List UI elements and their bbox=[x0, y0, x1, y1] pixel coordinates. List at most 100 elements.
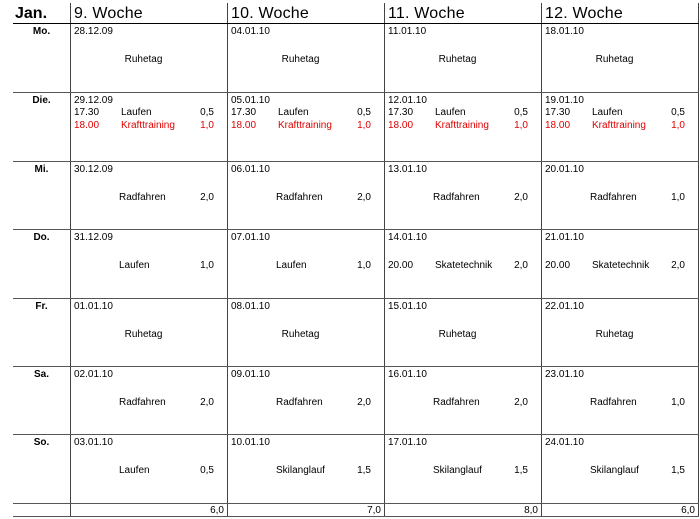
week-header: 10. Woche bbox=[231, 5, 309, 22]
training-entry: Skilanglauf 1,5 bbox=[542, 464, 698, 477]
entry-time: 17.30 bbox=[231, 107, 257, 118]
training-entry: Ruhetag bbox=[385, 328, 541, 341]
training-entry: Ruhetag bbox=[228, 53, 384, 66]
entry-duration: 1,0 bbox=[200, 120, 214, 131]
cell-date: 10.01.10 bbox=[231, 437, 270, 448]
entry-time: 18.00 bbox=[231, 120, 257, 131]
cell-date: 13.01.10 bbox=[388, 164, 427, 175]
day-cell[interactable]: 28.12.09 Ruhetag bbox=[71, 25, 227, 93]
entry-duration: 1,0 bbox=[671, 192, 685, 203]
entry-duration: 0,5 bbox=[671, 107, 685, 118]
entry-time: 17.30 bbox=[388, 107, 414, 118]
day-cell[interactable]: 10.01.10 Skilanglauf 1,5 bbox=[228, 436, 384, 504]
day-cell[interactable]: 09.01.10 Radfahren 2,0 bbox=[228, 368, 384, 436]
cell-date: 28.12.09 bbox=[74, 26, 113, 37]
cell-date: 17.01.10 bbox=[388, 437, 427, 448]
training-entry: 17.30 Laufen 0,5 bbox=[542, 106, 698, 119]
day-cell[interactable]: 22.01.10 Ruhetag bbox=[542, 300, 698, 368]
entry-activity: Radfahren bbox=[590, 397, 637, 408]
training-entry: Radfahren 2,0 bbox=[385, 396, 541, 409]
day-cell[interactable]: 07.01.10 Laufen 1,0 bbox=[228, 231, 384, 299]
grid-line bbox=[13, 23, 699, 24]
entry-activity: Ruhetag bbox=[281, 54, 320, 65]
entry-time: 20.00 bbox=[545, 260, 571, 271]
entry-activity: Krafttraining bbox=[435, 120, 489, 131]
day-cell[interactable]: 24.01.10 Skilanglauf 1,5 bbox=[542, 436, 698, 504]
cell-date: 14.01.10 bbox=[388, 232, 427, 243]
entry-duration: 2,0 bbox=[514, 260, 528, 271]
day-cell[interactable]: 17.01.10 Skilanglauf 1,5 bbox=[385, 436, 541, 504]
entry-activity: Skatetechnik bbox=[592, 260, 650, 271]
training-entry: Radfahren 2,0 bbox=[71, 396, 227, 409]
week-total: 6,0 bbox=[681, 505, 695, 516]
day-cell[interactable]: 11.01.10 Ruhetag bbox=[385, 25, 541, 93]
grid-line bbox=[227, 3, 228, 516]
entry-activity: Radfahren bbox=[590, 192, 637, 203]
entry-duration: 1,0 bbox=[671, 120, 685, 131]
cell-date: 02.01.10 bbox=[74, 369, 113, 380]
training-entry: 20.00 Skatetechnik 2,0 bbox=[542, 259, 698, 272]
training-entry: Ruhetag bbox=[228, 328, 384, 341]
day-cell[interactable]: 23.01.10 Radfahren 1,0 bbox=[542, 368, 698, 436]
cell-date: 24.01.10 bbox=[545, 437, 584, 448]
cell-date: 16.01.10 bbox=[388, 369, 427, 380]
training-entry: Ruhetag bbox=[385, 53, 541, 66]
entry-duration: 2,0 bbox=[357, 192, 371, 203]
day-cell[interactable]: 13.01.10 Radfahren 2,0 bbox=[385, 163, 541, 231]
training-entry: Ruhetag bbox=[71, 53, 227, 66]
cell-date: 08.01.10 bbox=[231, 301, 270, 312]
day-cell[interactable]: 16.01.10 Radfahren 2,0 bbox=[385, 368, 541, 436]
day-cell[interactable]: 08.01.10 Ruhetag bbox=[228, 300, 384, 368]
day-label: Mo. bbox=[32, 26, 51, 37]
entry-duration: 1,0 bbox=[200, 260, 214, 271]
week-header: 12. Woche bbox=[545, 5, 623, 22]
cell-date: 11.01.10 bbox=[388, 26, 427, 37]
week-total: 6,0 bbox=[210, 505, 224, 516]
entry-activity: Skilanglauf bbox=[433, 465, 482, 476]
entry-activity: Ruhetag bbox=[595, 54, 634, 65]
training-entry: Laufen 0,5 bbox=[71, 464, 227, 477]
day-cell[interactable]: 01.01.10 Ruhetag bbox=[71, 300, 227, 368]
entry-duration: 1,0 bbox=[357, 260, 371, 271]
cell-date: 18.01.10 bbox=[545, 26, 584, 37]
entry-activity: Laufen bbox=[121, 107, 152, 118]
day-cell[interactable]: 30.12.09 Radfahren 2,0 bbox=[71, 163, 227, 231]
day-cell[interactable]: 04.01.10 Ruhetag bbox=[228, 25, 384, 93]
cell-date: 15.01.10 bbox=[388, 301, 427, 312]
day-cell[interactable]: 05.01.10 17.30 Laufen 0,5 18.00 Krafttraining… bbox=[228, 94, 384, 162]
training-entry: 17.30 Laufen 0,5 bbox=[228, 106, 384, 119]
day-cell[interactable]: 20.01.10 Radfahren 1,0 bbox=[542, 163, 698, 231]
cell-date: 21.01.10 bbox=[545, 232, 584, 243]
entry-duration: 1,5 bbox=[671, 465, 685, 476]
day-cell[interactable]: 21.01.10 20.00 Skatetechnik 2,0 bbox=[542, 231, 698, 299]
day-cell[interactable]: 31.12.09 Laufen 1,0 bbox=[71, 231, 227, 299]
grid-line bbox=[698, 3, 699, 516]
cell-date: 07.01.10 bbox=[231, 232, 270, 243]
day-label: Fr. bbox=[35, 301, 48, 312]
entry-activity: Radfahren bbox=[276, 397, 323, 408]
training-entry: 17.30 Laufen 0,5 bbox=[385, 106, 541, 119]
training-entry: Radfahren 2,0 bbox=[385, 191, 541, 204]
week-header: 11. Woche bbox=[388, 5, 465, 22]
entry-duration: 1,0 bbox=[671, 397, 685, 408]
grid-line bbox=[13, 298, 699, 299]
day-cell[interactable]: 06.01.10 Radfahren 2,0 bbox=[228, 163, 384, 231]
entry-time: 18.00 bbox=[388, 120, 414, 131]
entry-activity: Krafttraining bbox=[278, 120, 332, 131]
day-cell[interactable]: 12.01.10 17.30 Laufen 0,5 18.00 Krafttraining… bbox=[385, 94, 541, 162]
day-cell[interactable]: 03.01.10 Laufen 0,5 bbox=[71, 436, 227, 504]
cell-date: 22.01.10 bbox=[545, 301, 584, 312]
day-cell[interactable]: 15.01.10 Ruhetag bbox=[385, 300, 541, 368]
day-cell[interactable]: 18.01.10 Ruhetag bbox=[542, 25, 698, 93]
week-total: 7,0 bbox=[367, 505, 381, 516]
entry-duration: 2,0 bbox=[514, 192, 528, 203]
month-header: Jan. bbox=[15, 5, 48, 22]
entry-activity: Laufen bbox=[119, 465, 150, 476]
cell-date: 05.01.10 bbox=[231, 95, 270, 106]
day-cell[interactable]: 29.12.09 17.30 Laufen 0,5 18.00 Krafttraining… bbox=[71, 94, 227, 162]
day-cell[interactable]: 14.01.10 20.00 Skatetechnik 2,0 bbox=[385, 231, 541, 299]
entry-activity: Laufen bbox=[435, 107, 466, 118]
cell-date: 20.01.10 bbox=[545, 164, 584, 175]
day-cell[interactable]: 19.01.10 17.30 Laufen 0,5 18.00 Krafttraining… bbox=[542, 94, 698, 162]
day-cell[interactable]: 02.01.10 Radfahren 2,0 bbox=[71, 368, 227, 436]
